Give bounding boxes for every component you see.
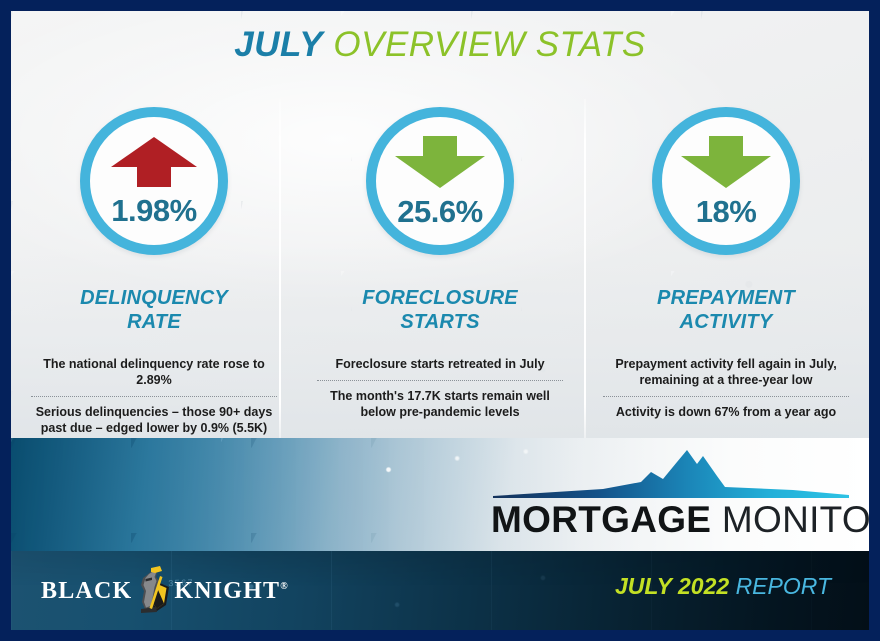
column-divider-2	[584, 99, 586, 438]
infographic-frame: JULY OVERVIEW STATS 1.	[11, 11, 869, 630]
mortgage-monitor-word-1: MORTGAGE	[491, 499, 712, 540]
black-knight-word-2: KNIGHT®	[174, 578, 289, 604]
stats-panel: JULY OVERVIEW STATS 1.	[11, 11, 869, 438]
stat-fact-primary: The national delinquency rate rose to 2.…	[43, 357, 265, 387]
stat-body-foreclosure-starts: Foreclosure starts retreated in July The…	[297, 356, 583, 420]
stat-circle-prepayment-activity: 18%	[652, 107, 800, 255]
mortgage-monitor-band: MORTGAGE MONITOR	[11, 438, 869, 551]
stat-heading-foreclosure-starts: FORECLOSURE STARTS	[297, 287, 583, 334]
mortgage-monitor-wordmark: MORTGAGE MONITOR	[491, 499, 869, 540]
stat-fact-secondary: Serious delinquencies – those 90+ days p…	[35, 405, 273, 435]
chess-knight-icon	[133, 565, 173, 618]
stat-circle-wrap-delinquency-rate: 1.98%	[80, 107, 228, 255]
fact-divider	[603, 396, 849, 397]
stat-circle-delinquency-rate: 1.98%	[80, 107, 228, 255]
stats-background-fade	[11, 248, 869, 438]
report-tag: JULY 2022 REPORT	[615, 575, 831, 598]
stat-heading-line1: DELINQUENCY	[80, 287, 228, 309]
stat-fact-secondary: Activity is down 67% from a year ago	[615, 405, 837, 419]
stat-heading-line2: ACTIVITY	[679, 310, 773, 333]
stat-body-prepayment-activity: Prepayment activity fell again in July, …	[583, 356, 869, 420]
stat-fact-primary: Foreclosure starts retreated in July	[335, 357, 545, 371]
stat-heading-line2: STARTS	[400, 310, 480, 333]
stat-circle-wrap-foreclosure-starts: 25.6%	[366, 107, 514, 255]
fact-divider	[31, 396, 277, 397]
stat-fact-secondary: The month's 17.7K starts remain well bel…	[330, 389, 550, 419]
fact-divider	[317, 380, 563, 381]
stat-fact-primary: Prepayment activity fell again in July, …	[615, 357, 837, 387]
stat-heading-delinquency-rate: DELINQUENCY RATE	[11, 287, 297, 334]
report-label: REPORT	[735, 573, 831, 599]
column-divider-1	[279, 99, 281, 438]
mortgage-monitor-logo: MORTGAGE MONITOR	[491, 446, 869, 542]
stat-value-prepayment-activity: 18%	[695, 193, 757, 229]
black-knight-logo[interactable]: BLACK	[41, 565, 289, 618]
arrow-down-icon	[681, 135, 771, 193]
stat-body-delinquency-rate: The national delinquency rate rose to 2.…	[11, 356, 297, 436]
mortgage-monitor-word-2: MONITOR	[721, 499, 869, 540]
stat-circle-wrap-prepayment-activity: 18%	[652, 107, 800, 255]
stat-heading-line2: RATE	[127, 310, 181, 333]
page-title-rest: OVERVIEW STATS	[333, 25, 646, 64]
stat-value-foreclosure-starts: 25.6%	[397, 193, 483, 229]
stat-heading-line1: PREPAYMENT	[657, 287, 795, 309]
stat-circle-foreclosure-starts: 25.6%	[366, 107, 514, 255]
mountain-peak-icon	[493, 450, 849, 498]
page-title: JULY OVERVIEW STATS	[11, 25, 869, 65]
arrow-down-icon	[395, 135, 485, 193]
stat-value-delinquency-rate: 1.98%	[111, 192, 197, 228]
stat-columns: 1.98% DELINQUENCY RATE The national deli…	[11, 11, 869, 438]
stat-heading-prepayment-activity: PREPAYMENT ACTIVITY	[583, 287, 869, 334]
page-title-month: JULY	[234, 25, 324, 64]
black-knight-word-1: BLACK	[41, 578, 133, 604]
stat-heading-line1: FORECLOSURE	[362, 287, 518, 309]
footer-band: 13.3567 BLACK	[11, 551, 869, 630]
stat-column-foreclosure-starts: 25.6% FORECLOSURE STARTS Foreclosure sta…	[297, 11, 583, 438]
stat-column-delinquency-rate: 1.98% DELINQUENCY RATE The national deli…	[11, 11, 297, 438]
registered-trademark-icon: ®	[280, 581, 289, 592]
report-period: JULY 2022	[614, 573, 730, 599]
arrow-up-icon	[111, 136, 197, 192]
stat-column-prepayment-activity: 18% PREPAYMENT ACTIVITY Prepayment activ…	[583, 11, 869, 438]
